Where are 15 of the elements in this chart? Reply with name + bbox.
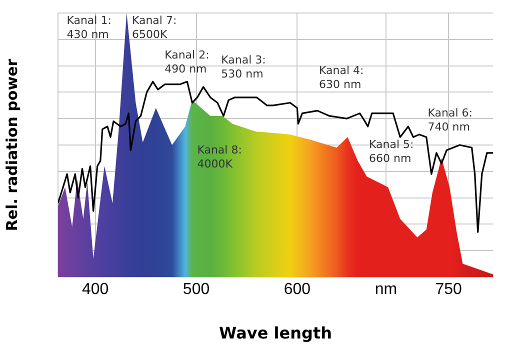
annotation: Kanal 4: 630 nm (319, 64, 364, 92)
x-tick-label: 400 (82, 281, 109, 298)
y-axis-title: Rel. radiation power (2, 58, 21, 232)
annotation: Kanal 5: 660 nm (369, 138, 414, 166)
x-tick-label: 600 (284, 281, 311, 298)
annotation: Kanal 3: 530 nm (221, 54, 266, 81)
x-tick-label: nm (374, 281, 398, 298)
annotation: Kanal 1: 430 nm (66, 14, 112, 41)
annotation: Kanal 2: 490 nm (164, 48, 210, 76)
annotation: Kanal 7: 6500K (132, 14, 177, 41)
annotation: Kanal 8: 4000K (197, 143, 242, 170)
x-tick-label: 750 (435, 281, 462, 298)
x-tick-label: 500 (182, 281, 210, 298)
annotation: Kanal 6: 740 nm (428, 106, 472, 134)
x-axis-title: Wave length (219, 324, 332, 343)
